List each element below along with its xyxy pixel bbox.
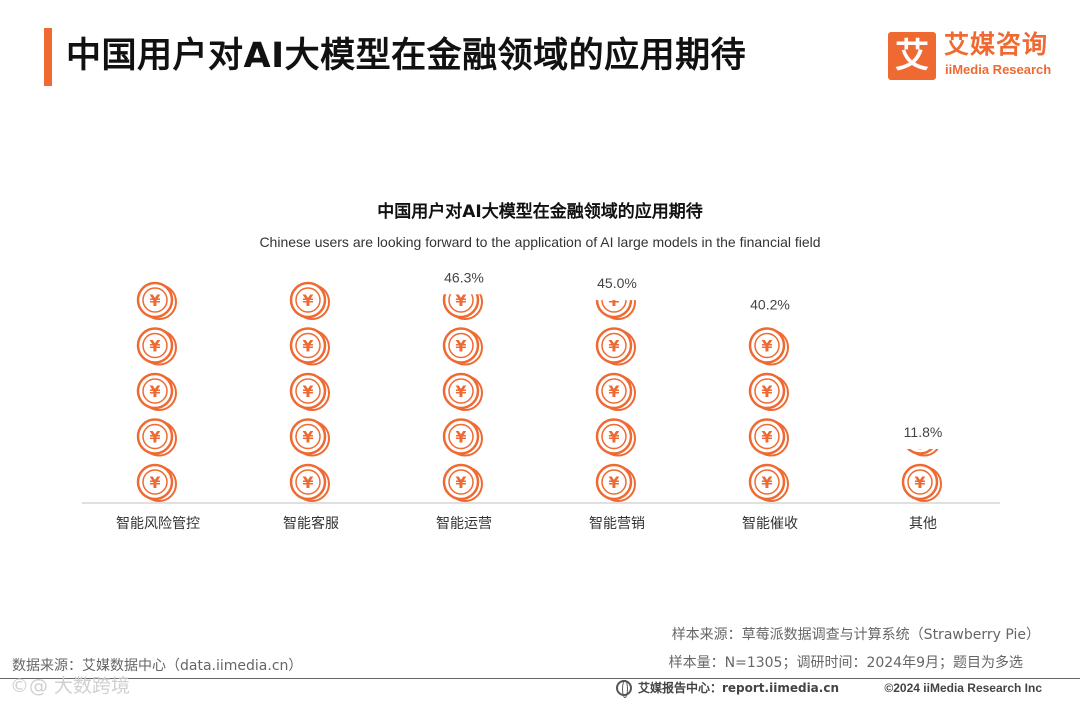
coin-icon: ¥ — [748, 372, 789, 411]
svg-text:¥: ¥ — [761, 382, 772, 401]
data-source-note: 数据来源：艾媒数据中心（data.iimedia.cn） — [12, 658, 303, 674]
coin-icon: ¥ — [748, 463, 789, 502]
report-center-link[interactable]: 艾媒报告中心：report.iimedia.cn — [638, 681, 839, 695]
coin-icon: ¥ — [442, 418, 483, 457]
coin-icon: ¥ — [442, 372, 483, 411]
coin-icon: ¥ — [136, 418, 177, 457]
logo-cn-text: 艾媒咨询 — [944, 30, 1049, 59]
svg-text:¥: ¥ — [455, 337, 466, 356]
bar-2: ¥ ¥ ¥ ¥ ¥ — [442, 291, 483, 502]
coin-icon: ¥ — [289, 281, 330, 320]
coin-icon: ¥ — [289, 418, 330, 457]
svg-text:¥: ¥ — [608, 337, 619, 356]
page-title: 中国用户对AI大模型在金融领域的应用期待 — [66, 36, 747, 76]
svg-text:¥: ¥ — [761, 337, 772, 356]
category-label: 智能运营 — [436, 516, 492, 532]
svg-text:¥: ¥ — [149, 291, 160, 310]
copyright-text: ©2024 iiMedia Research Inc — [884, 681, 1042, 695]
coin-icon: ¥ — [595, 463, 636, 502]
svg-text:¥: ¥ — [149, 337, 160, 356]
logo-mark-icon: 艾 — [888, 32, 936, 80]
coin-icon: ¥ — [595, 291, 636, 320]
svg-text:¥: ¥ — [455, 382, 466, 401]
coin-icon: ¥ — [289, 463, 330, 502]
coin-icon: ¥ — [442, 291, 483, 320]
brand-logo: 艾 艾媒咨询 iiMedia Research — [888, 30, 1063, 82]
svg-text:¥: ¥ — [608, 473, 619, 492]
sample-source-note: 样本来源：草莓派数据调查与计算系统（Strawberry Pie） — [671, 627, 1040, 643]
globe-icon — [616, 680, 632, 698]
svg-text:¥: ¥ — [455, 291, 466, 310]
svg-text:¥: ¥ — [302, 291, 313, 310]
category-label: 智能催收 — [742, 516, 798, 532]
bar-0: ¥ ¥ ¥ ¥ ¥ — [136, 281, 177, 502]
coin-icon: ¥ — [136, 463, 177, 502]
value-label: 11.8% — [904, 424, 943, 440]
svg-text:¥: ¥ — [302, 428, 313, 447]
coin-icon: ¥ — [136, 372, 177, 411]
category-label: 其他 — [909, 516, 937, 532]
value-label: 45.0% — [597, 275, 637, 291]
coin-icon: ¥ — [136, 327, 177, 366]
coin-icon: ¥ — [289, 327, 330, 366]
svg-text:¥: ¥ — [608, 382, 619, 401]
category-label: 智能风险管控 — [116, 516, 200, 532]
coin-icon: ¥ — [136, 281, 177, 320]
bar-5: ¥¥ — [901, 449, 942, 502]
svg-text:¥: ¥ — [608, 291, 619, 310]
coin-icon: ¥ — [748, 418, 789, 457]
bar-3: ¥ ¥ ¥ ¥ ¥ — [595, 291, 636, 502]
coin-icon: ¥ — [595, 418, 636, 457]
chart-subtitle: Chinese users are looking forward to the… — [259, 234, 821, 250]
svg-text:¥: ¥ — [761, 428, 772, 447]
coin-icon: ¥ — [748, 327, 789, 366]
svg-text:¥: ¥ — [149, 382, 160, 401]
svg-text:¥: ¥ — [149, 428, 160, 447]
bar-1: ¥ ¥ ¥ ¥ ¥ — [289, 281, 330, 502]
coin-icon: ¥ — [595, 372, 636, 411]
watermark: ©@ 大数跨境 — [10, 675, 131, 697]
bar-4: ¥ ¥ ¥ ¥ — [748, 327, 789, 502]
coin-icon: ¥ — [289, 372, 330, 411]
coin-icon: ¥ — [595, 327, 636, 366]
coin-icon: ¥ — [442, 463, 483, 502]
coin-icon: ¥ — [901, 463, 942, 502]
value-label: 46.3% — [444, 270, 484, 285]
svg-text:¥: ¥ — [302, 337, 313, 356]
svg-text:¥: ¥ — [149, 473, 160, 492]
category-label: 智能客服 — [283, 515, 339, 532]
svg-text:¥: ¥ — [761, 473, 772, 492]
chart-title: 中国用户对AI大模型在金融领域的应用期待 — [377, 202, 703, 222]
category-label: 智能营销 — [589, 516, 645, 532]
value-label: 40.2% — [750, 297, 790, 313]
footer-divider — [0, 678, 1080, 679]
coin-icon: ¥ — [906, 449, 939, 457]
sample-info-note: 样本量：N=1305；调研时间：2024年9月；题目为多选 — [668, 655, 1023, 671]
coin-icon: ¥ — [442, 327, 483, 366]
svg-text:¥: ¥ — [608, 428, 619, 447]
svg-text:¥: ¥ — [914, 473, 925, 492]
svg-text:¥: ¥ — [302, 473, 313, 492]
logo-en-text: iiMedia Research — [945, 62, 1052, 77]
svg-text:¥: ¥ — [455, 428, 466, 447]
title-accent-bar — [44, 28, 52, 86]
svg-text:¥: ¥ — [302, 382, 313, 401]
svg-text:¥: ¥ — [455, 473, 466, 492]
pictograph-bar-chart: ¥¥¥¥¥50.7%智能风险管控¥¥¥¥¥49.9%智能客服¥¥¥¥¥46.3%… — [82, 270, 1000, 532]
